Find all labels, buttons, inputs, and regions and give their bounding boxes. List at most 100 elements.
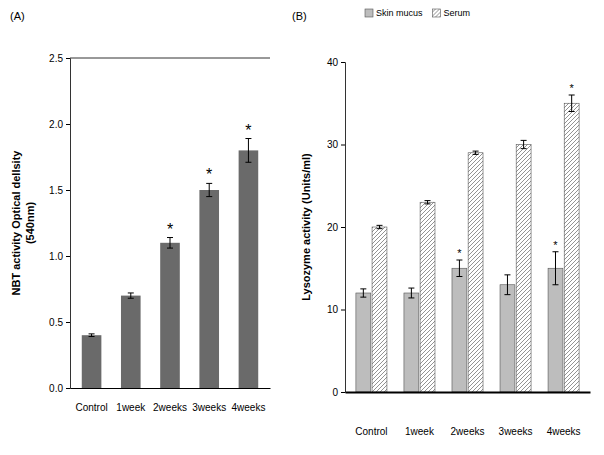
x-axis-line	[71, 388, 271, 389]
bar	[500, 285, 515, 392]
y-tick-label: 1.5	[49, 185, 63, 196]
x-tick-label: 3weeks	[499, 426, 533, 437]
error-cap	[552, 251, 558, 252]
x-tick: 4weeks	[231, 388, 265, 413]
error-line	[248, 139, 249, 163]
legend-swatch	[433, 9, 441, 17]
x-axis: Control1week2weeks3weeks4weeks	[346, 392, 591, 437]
y-tick: 0.5	[49, 317, 70, 328]
x-tick: 3weeks	[192, 388, 226, 413]
bar	[372, 227, 387, 392]
legend: Skin mucus Serum	[365, 8, 470, 18]
error-line	[170, 238, 171, 249]
y-tick-label: 20	[327, 222, 339, 233]
x-tick: Control	[75, 388, 107, 413]
error-cap	[206, 196, 212, 197]
y-tick-mark	[66, 256, 70, 257]
error-cap	[377, 225, 383, 226]
error-line	[411, 288, 412, 298]
legend-swatch	[365, 9, 373, 17]
y-tick-label: 0.0	[49, 383, 63, 394]
error-cap	[569, 111, 575, 112]
y-tick: 0	[332, 387, 345, 398]
significance-marker: *	[570, 82, 575, 94]
error-bar	[89, 334, 95, 337]
error-cap	[377, 228, 383, 229]
error-line	[459, 260, 460, 277]
y-tick-mark	[66, 388, 70, 389]
x-tick: Control	[355, 392, 387, 437]
y-tick: 10	[327, 304, 345, 315]
y-tick: 30	[327, 139, 345, 150]
error-bar	[552, 252, 558, 285]
y-tick-mark	[66, 124, 70, 125]
y-tick-label: 30	[327, 139, 339, 150]
error-cap	[425, 200, 431, 201]
error-bar	[569, 95, 575, 112]
chart: ***010203040Control1week2weeks3weeks4wee…	[292, 8, 591, 437]
error-cap	[167, 248, 173, 249]
y-tick: 20	[327, 222, 345, 233]
error-cap	[521, 148, 527, 149]
error-bar	[473, 151, 479, 154]
bar	[468, 153, 483, 392]
x-tick: 2weeks	[451, 392, 485, 437]
plot-area	[82, 139, 258, 388]
error-bar	[521, 140, 527, 148]
significance-marker: *	[167, 221, 173, 238]
x-tick-label: 4weeks	[231, 402, 265, 413]
bar	[548, 268, 563, 392]
panel-label: (B)	[292, 10, 307, 22]
error-cap	[504, 274, 510, 275]
error-bar	[167, 238, 173, 249]
error-bar	[377, 225, 383, 228]
error-cap	[360, 288, 366, 289]
bars	[82, 150, 258, 388]
y-tick-label: 0.5	[49, 317, 63, 328]
y-tick-label: 2.5	[49, 53, 63, 64]
y-axis: 010203040	[327, 57, 346, 398]
error-line	[507, 275, 508, 295]
x-tick-label: 2weeks	[451, 426, 485, 437]
legend-item: Skin mucus	[365, 8, 423, 18]
y-tick: 2.5	[49, 53, 70, 64]
legend-label: Serum	[444, 8, 471, 18]
error-bar	[128, 293, 134, 298]
y-axis-title: NBT activity Optical dellsity	[10, 150, 22, 296]
significance-marker: *	[457, 247, 462, 259]
figure: ***0.00.51.01.52.02.5Control1week2weeks3…	[0, 0, 604, 455]
error-cap	[569, 95, 575, 96]
error-cap	[408, 288, 414, 289]
y-tick-mark	[341, 62, 345, 63]
x-tick-label: 1week	[116, 402, 146, 413]
error-cap	[456, 260, 462, 261]
legend-label: Skin mucus	[376, 8, 423, 18]
error-bar	[245, 139, 251, 163]
bar	[452, 268, 467, 392]
y-tick: 0.0	[49, 383, 70, 394]
x-tick: 1week	[116, 388, 146, 413]
x-axis: Control 1week 2weeks 3weeks 4weeks	[71, 388, 271, 413]
chart: ***0.00.51.01.52.02.5Control1week2weeks3…	[10, 10, 271, 413]
y-axis-line	[341, 63, 346, 393]
x-tick-label: 3weeks	[192, 402, 226, 413]
error-cap	[245, 162, 251, 163]
bar	[356, 293, 371, 392]
y-tick-label: 0	[332, 387, 338, 398]
error-cap	[552, 284, 558, 285]
x-tick: 2weeks	[153, 388, 187, 413]
y-axis-line	[66, 59, 71, 389]
y-axis-title: (540nm)	[24, 202, 36, 245]
error-bar	[206, 183, 212, 196]
bar	[121, 296, 141, 388]
panel-label: (A)	[10, 10, 25, 22]
bar	[199, 190, 219, 388]
x-tick: 1week	[405, 392, 435, 437]
bar	[82, 335, 102, 388]
legend-item: Serum	[433, 8, 471, 18]
y-tick-mark	[66, 322, 70, 323]
y-tick-mark	[341, 392, 345, 393]
frame-top	[70, 58, 270, 59]
y-tick-mark	[66, 190, 70, 191]
plot-area	[356, 95, 579, 392]
